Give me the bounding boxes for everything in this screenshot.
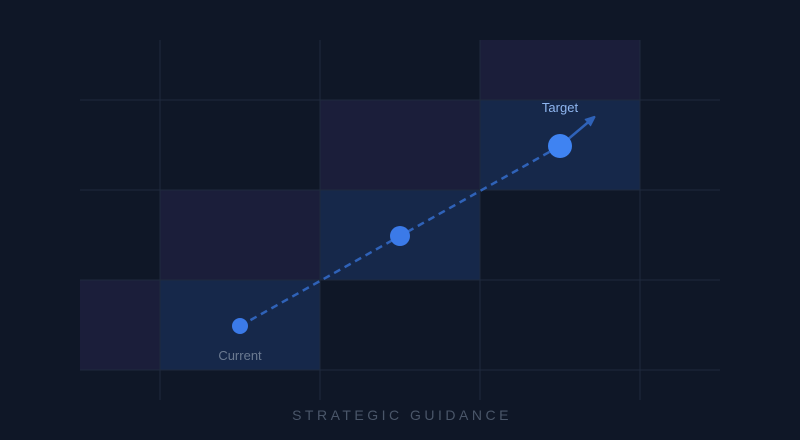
node-mid <box>390 226 410 246</box>
node-target <box>548 134 572 158</box>
cell <box>160 190 320 280</box>
target-label: Target <box>542 100 579 115</box>
cell <box>80 280 160 370</box>
footer-title: STRATEGIC GUIDANCE <box>292 407 512 423</box>
current-label: Current <box>218 348 262 363</box>
grid <box>80 40 720 400</box>
cell <box>320 100 480 190</box>
cell <box>480 40 640 100</box>
node-current <box>232 318 248 334</box>
